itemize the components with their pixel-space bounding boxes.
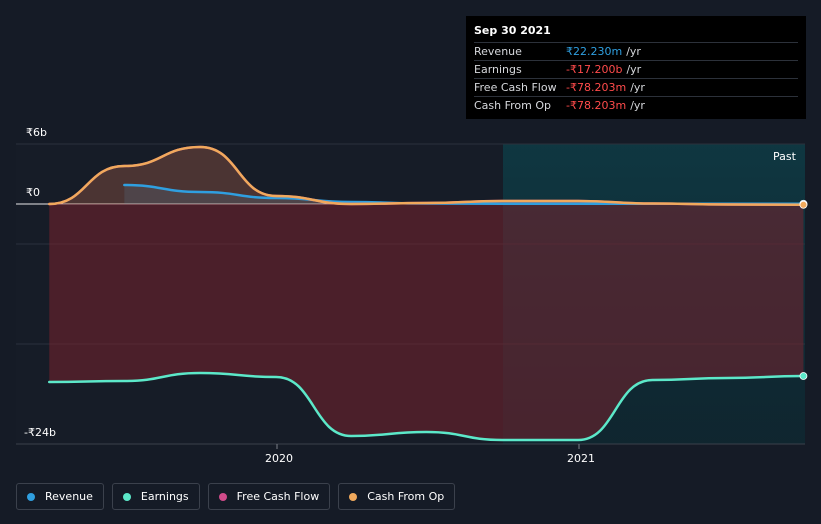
series-lines: [48, 145, 808, 442]
tooltip-unit: /yr: [630, 99, 645, 112]
tooltip-row-cash-from-op: Cash From Op -₹78.203m /yr: [474, 96, 798, 114]
endpoint-earnings: [799, 372, 808, 380]
tooltip-unit: /yr: [630, 81, 645, 94]
tooltip: Sep 30 2021 Revenue ₹22.230m /yr Earning…: [466, 16, 806, 119]
tooltip-value: -₹78.203m: [566, 81, 627, 94]
tooltip-row-earnings: Earnings -₹17.200b /yr: [474, 60, 798, 78]
tooltip-label: Earnings: [474, 63, 522, 76]
line-cash-from-op: [48, 145, 805, 207]
legend-dot-icon: [349, 492, 358, 501]
legend-item-revenue[interactable]: Revenue: [16, 483, 104, 510]
tooltip-value: -₹17.200b: [566, 63, 623, 76]
legend: Revenue Earnings Free Cash Flow Cash Fro…: [16, 483, 456, 510]
tooltip-unit: /yr: [626, 45, 641, 58]
legend-label: Free Cash Flow: [236, 490, 320, 503]
y-tick-label-top: ₹6b: [26, 126, 47, 139]
legend-dot-icon: [218, 492, 227, 501]
legend-dot-icon: [27, 492, 35, 501]
tooltip-value: -₹78.203m: [566, 99, 627, 112]
endpoint-cash-from-op: [799, 200, 808, 209]
tooltip-label: Revenue: [474, 45, 522, 58]
legend-label: Revenue: [45, 490, 93, 503]
legend-label: Earnings: [140, 490, 189, 503]
x-tick-label-2020: 2020: [265, 452, 293, 465]
tooltip-label: Cash From Op: [474, 99, 552, 112]
legend-item-cash-from-op[interactable]: Cash From Op: [338, 483, 456, 510]
y-tick-label-zero: ₹0: [26, 186, 40, 199]
tooltip-value: ₹22.230m: [566, 45, 623, 58]
area-earnings: [49, 204, 804, 440]
area-cash-from-op: [49, 147, 804, 205]
tooltip-row-revenue: Revenue ₹22.230m /yr: [474, 42, 798, 60]
tooltip-label: Free Cash Flow: [474, 81, 557, 94]
tooltip-date: Sep 30 2021: [474, 24, 551, 37]
legend-label: Cash From Op: [367, 490, 445, 503]
tooltip-row-free-cash-flow: Free Cash Flow -₹78.203m /yr: [474, 78, 798, 96]
x-tick-label-2021: 2021: [567, 452, 595, 465]
legend-dot-icon: [122, 492, 131, 501]
legend-item-free-cash-flow[interactable]: Free Cash Flow: [207, 483, 331, 510]
legend-item-earnings[interactable]: Earnings: [111, 483, 200, 510]
x-axis-ticks: [276, 444, 580, 449]
past-label: Past: [773, 150, 796, 163]
y-tick-label-bottom: -₹24b: [24, 426, 56, 439]
tooltip-unit: /yr: [626, 63, 642, 76]
line-earnings: [48, 371, 805, 442]
